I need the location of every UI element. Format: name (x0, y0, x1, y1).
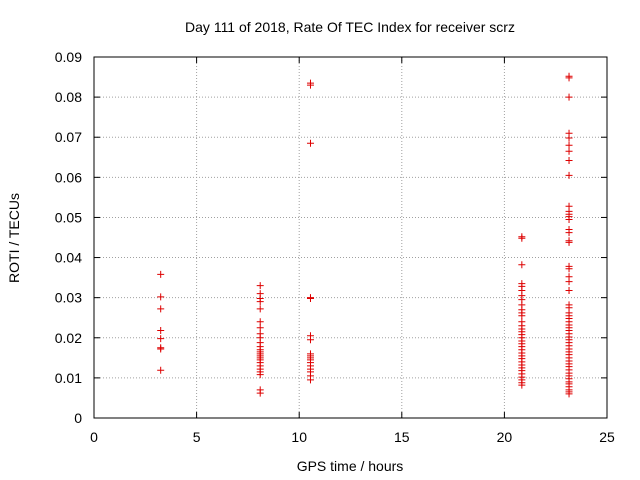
y-tick-label: 0.08 (55, 89, 82, 105)
x-tick-label: 0 (90, 429, 98, 445)
x-tick-label: 10 (291, 429, 307, 445)
data-points (157, 72, 573, 398)
y-tick-label: 0.07 (55, 129, 82, 145)
data-point (157, 305, 165, 313)
plot-area-frame (93, 56, 608, 419)
data-point (565, 134, 573, 142)
y-tick-label: 0.01 (55, 370, 82, 386)
x-tick-label: 20 (497, 429, 513, 445)
data-point (565, 238, 573, 246)
data-point (157, 335, 165, 343)
y-axis-label: ROTI / TECUs (6, 193, 22, 283)
data-point (518, 312, 526, 320)
data-point (306, 336, 314, 344)
y-tick-label: 0.02 (55, 330, 82, 346)
y-tick-label: 0 (74, 410, 82, 426)
y-tick-label: 0.03 (55, 290, 82, 306)
data-point (565, 93, 573, 101)
x-tick-label: 15 (394, 429, 410, 445)
data-point (565, 156, 573, 164)
data-point (306, 376, 314, 384)
data-point (256, 305, 264, 313)
data-point (256, 324, 264, 332)
data-point (256, 371, 264, 379)
grid-lines (94, 57, 607, 418)
data-point (565, 265, 573, 273)
y-tick-labels: 0 0.01 0.02 0.03 0.04 0.05 0.06 0.07 0.08 0.09 (55, 49, 82, 426)
data-point (157, 366, 165, 374)
data-point (565, 215, 573, 223)
data-point (565, 390, 573, 398)
data-point (565, 141, 573, 149)
data-point (565, 278, 573, 286)
axis-ticks (93, 56, 608, 419)
y-tick-label: 0.04 (55, 250, 82, 266)
y-tick-label: 0.05 (55, 209, 82, 225)
data-point (565, 286, 573, 294)
data-point (256, 318, 264, 326)
x-tick-labels: 0 5 10 15 20 25 (90, 429, 615, 445)
data-point (256, 282, 264, 290)
data-point (256, 389, 264, 397)
data-point (518, 381, 526, 389)
data-point (157, 345, 165, 353)
data-point (518, 234, 526, 242)
y-tick-label: 0.06 (55, 169, 82, 185)
data-point (157, 270, 165, 278)
data-point (306, 81, 314, 89)
data-point (306, 139, 314, 147)
chart-title: Day 111 of 2018, Rate Of TEC Index for r… (185, 19, 515, 35)
data-point (565, 229, 573, 237)
x-axis-label: GPS time / hours (297, 458, 404, 474)
y-tick-label: 0.09 (55, 49, 82, 65)
data-point (565, 74, 573, 82)
data-point (565, 171, 573, 179)
data-point (518, 261, 526, 269)
data-point (157, 293, 165, 301)
data-point (306, 294, 314, 302)
x-tick-label: 25 (599, 429, 615, 445)
data-point (565, 147, 573, 155)
data-point (157, 327, 165, 335)
data-point (256, 298, 264, 306)
x-tick-label: 5 (193, 429, 201, 445)
